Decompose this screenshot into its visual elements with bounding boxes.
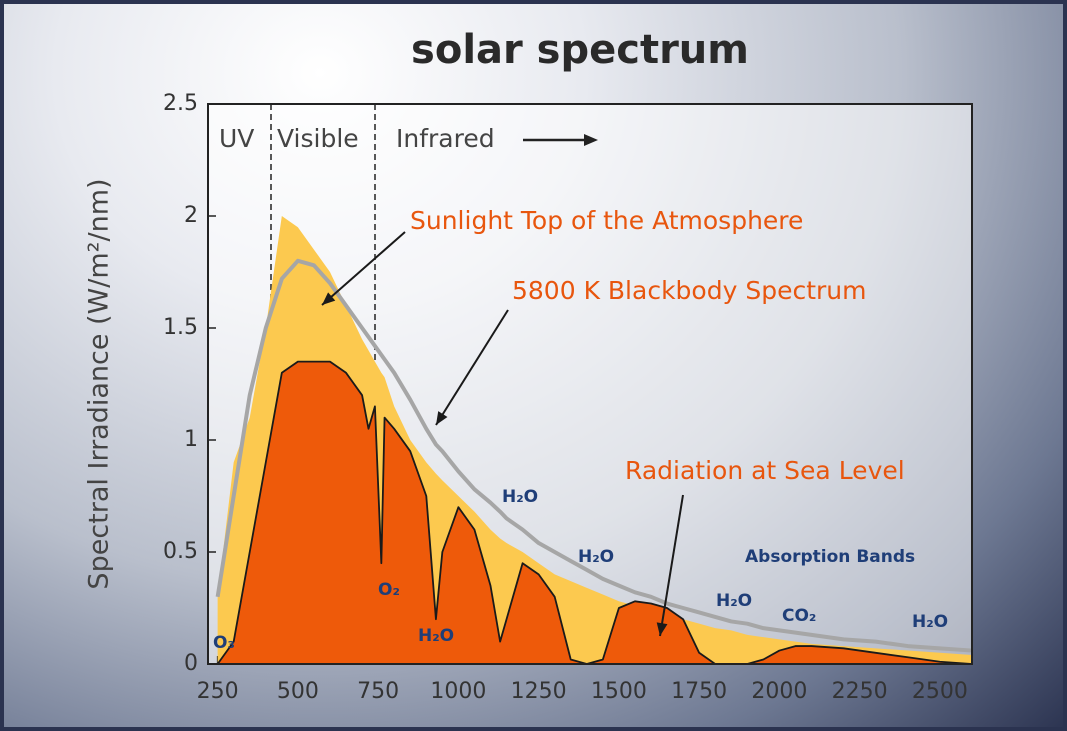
x-tick-label: 2250 (832, 679, 888, 704)
x-tick-label: 2500 (912, 679, 968, 704)
absorption-label: H₂O (912, 612, 948, 632)
region-label: Infrared (396, 124, 495, 153)
x-tick-label: 1500 (591, 679, 647, 704)
annotation-arrow (435, 309, 509, 426)
series-annotation: 5800 K Blackbody Spectrum (512, 276, 866, 305)
region-label: Visible (277, 124, 359, 153)
x-tick-label: 2000 (751, 679, 807, 704)
absorption-label: H₂O (716, 591, 752, 611)
x-tick-label: 750 (357, 679, 399, 704)
x-tick-label: 500 (277, 679, 319, 704)
y-tick-label: 0 (184, 651, 198, 676)
absorption-label: CO₂ (782, 606, 816, 626)
absorption-label: Absorption Bands (745, 547, 915, 567)
absorption-label: O₂ (378, 580, 400, 600)
absorption-label: H₂O (418, 626, 454, 646)
absorption-label: H₂O (578, 547, 614, 567)
annotation-arrow (321, 231, 406, 306)
x-tick-label: 1250 (511, 679, 567, 704)
y-tick-label: 2.5 (163, 91, 198, 116)
absorption-label: H₂O (502, 487, 538, 507)
y-tick-label: 2 (184, 203, 198, 228)
line (215, 258, 973, 653)
area (216, 360, 973, 665)
y-tick-label: 1 (184, 427, 198, 452)
y-tick-label: 1.5 (163, 315, 198, 340)
series-annotation: Radiation at Sea Level (625, 456, 905, 485)
annotation-arrow-head (436, 411, 448, 425)
chart-title: solar spectrum (411, 27, 749, 73)
absorption-label: O₃ (213, 633, 235, 653)
y-tick-label: 0.5 (163, 539, 198, 564)
x-tick-label: 1750 (671, 679, 727, 704)
series-annotation: Sunlight Top of the Atmosphere (410, 206, 803, 235)
region-label: UV (219, 124, 254, 153)
x-tick-label: 250 (197, 679, 239, 704)
annotation-arrow (659, 494, 684, 637)
arrow-head (584, 134, 598, 146)
y-axis-label: Spectral Irradiance (W/m²/nm) (84, 178, 115, 589)
annotation-arrow-head (322, 292, 336, 305)
x-tick-label: 1000 (430, 679, 486, 704)
plot-border (207, 103, 973, 665)
annotation-arrow-head (656, 622, 668, 636)
